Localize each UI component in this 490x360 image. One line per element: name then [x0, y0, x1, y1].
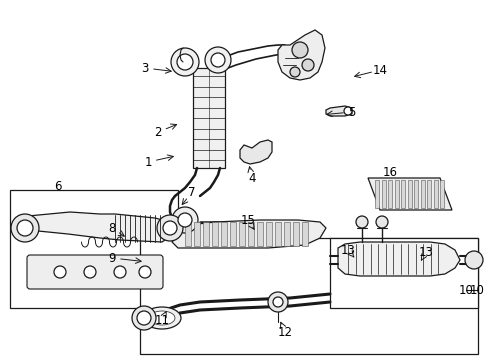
Bar — [330, 238, 478, 308]
Polygon shape — [22, 212, 172, 242]
Circle shape — [172, 207, 198, 233]
Circle shape — [132, 306, 156, 330]
Text: 16: 16 — [383, 166, 397, 179]
FancyBboxPatch shape — [27, 255, 163, 289]
Polygon shape — [440, 180, 444, 208]
Polygon shape — [212, 222, 218, 246]
Polygon shape — [193, 68, 225, 168]
Text: 4: 4 — [248, 171, 256, 184]
Polygon shape — [401, 180, 405, 208]
Circle shape — [11, 214, 39, 242]
Circle shape — [139, 266, 151, 278]
Circle shape — [205, 47, 231, 73]
Text: 6: 6 — [54, 180, 62, 193]
Text: 7: 7 — [188, 185, 196, 198]
Circle shape — [177, 54, 193, 70]
Polygon shape — [338, 242, 460, 276]
Ellipse shape — [143, 307, 181, 329]
Circle shape — [302, 59, 314, 71]
Polygon shape — [248, 222, 254, 246]
Polygon shape — [275, 222, 281, 246]
Polygon shape — [382, 180, 386, 208]
Text: 13: 13 — [418, 246, 434, 258]
Circle shape — [344, 107, 352, 115]
Circle shape — [273, 297, 283, 307]
Polygon shape — [284, 222, 290, 246]
Polygon shape — [408, 180, 412, 208]
Polygon shape — [375, 180, 379, 208]
Text: 10: 10 — [459, 284, 473, 297]
Polygon shape — [194, 222, 200, 246]
Polygon shape — [203, 222, 209, 246]
Circle shape — [268, 292, 288, 312]
Circle shape — [17, 220, 33, 236]
Text: 8: 8 — [108, 221, 116, 234]
Circle shape — [54, 266, 66, 278]
Text: 5: 5 — [348, 105, 356, 118]
Circle shape — [84, 266, 96, 278]
Polygon shape — [221, 222, 227, 246]
Bar — [140, 238, 478, 354]
Polygon shape — [302, 222, 308, 246]
Circle shape — [114, 266, 126, 278]
Text: 14: 14 — [372, 63, 388, 77]
Circle shape — [292, 42, 308, 58]
Polygon shape — [293, 222, 299, 246]
Polygon shape — [368, 178, 452, 210]
Circle shape — [157, 215, 183, 241]
Text: 1: 1 — [144, 156, 152, 168]
Polygon shape — [394, 180, 398, 208]
Text: 11: 11 — [154, 314, 170, 327]
Text: 10: 10 — [470, 284, 485, 297]
Circle shape — [290, 67, 300, 77]
Polygon shape — [420, 180, 424, 208]
Circle shape — [376, 216, 388, 228]
Text: 3: 3 — [141, 62, 148, 75]
Ellipse shape — [149, 311, 175, 325]
Circle shape — [163, 221, 177, 235]
Circle shape — [356, 216, 368, 228]
Polygon shape — [427, 180, 431, 208]
Polygon shape — [388, 180, 392, 208]
Polygon shape — [240, 140, 272, 164]
Circle shape — [211, 53, 225, 67]
Text: 15: 15 — [241, 213, 255, 226]
Text: 13: 13 — [341, 243, 355, 256]
Polygon shape — [414, 180, 418, 208]
Polygon shape — [239, 222, 245, 246]
Circle shape — [137, 311, 151, 325]
Circle shape — [178, 213, 192, 227]
Polygon shape — [185, 222, 191, 246]
Bar — [10, 190, 178, 308]
Polygon shape — [266, 222, 272, 246]
Polygon shape — [326, 106, 352, 116]
Circle shape — [465, 251, 483, 269]
Text: 2: 2 — [154, 126, 162, 139]
Polygon shape — [257, 222, 263, 246]
Polygon shape — [434, 180, 438, 208]
Polygon shape — [230, 222, 236, 246]
Text: 12: 12 — [277, 325, 293, 338]
Text: 9: 9 — [108, 252, 116, 265]
Circle shape — [171, 48, 199, 76]
Polygon shape — [278, 30, 325, 80]
Polygon shape — [172, 220, 326, 248]
